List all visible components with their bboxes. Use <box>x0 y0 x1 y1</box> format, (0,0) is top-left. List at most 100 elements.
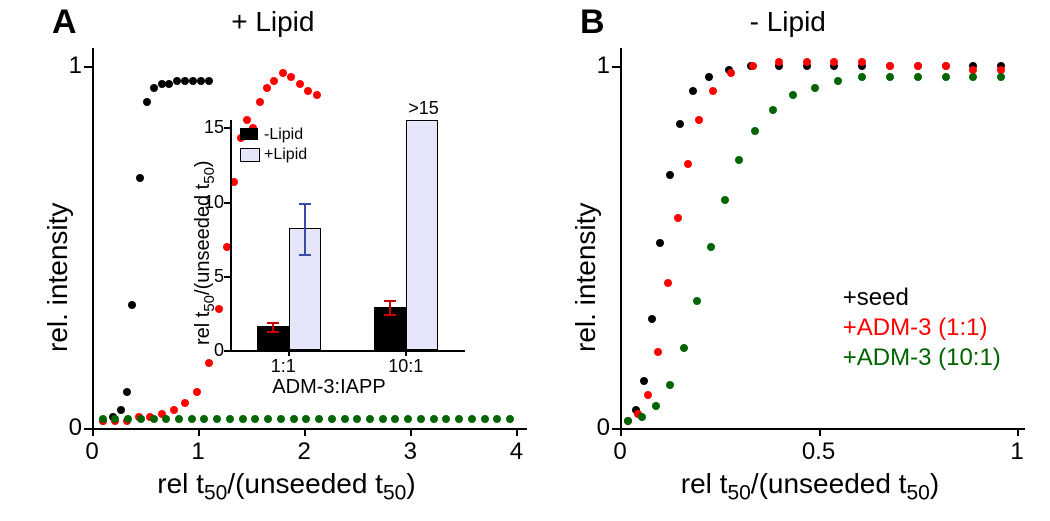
legend-item: +ADM-3 (1:1) <box>843 314 988 342</box>
x-axis <box>92 428 527 430</box>
data-point <box>173 77 181 85</box>
data-point <box>735 156 743 164</box>
data-point <box>243 116 251 124</box>
data-point <box>302 415 310 423</box>
data-point <box>886 73 894 81</box>
legend-item: +seed <box>843 284 909 312</box>
inset-y-axis-label: rel t50/(unseeded t50) <box>192 161 218 346</box>
data-point <box>417 415 425 423</box>
x-tick <box>819 428 821 436</box>
x-tick-label: 3 <box>390 438 430 466</box>
data-point <box>676 120 684 128</box>
data-point <box>188 415 196 423</box>
data-point <box>189 77 197 85</box>
x-tick-label: 1 <box>178 438 218 466</box>
data-point <box>128 301 136 309</box>
data-point <box>689 87 697 95</box>
data-point <box>640 377 648 385</box>
data-point <box>654 348 662 356</box>
data-point <box>695 116 703 124</box>
data-point <box>175 415 183 423</box>
data-point <box>341 415 349 423</box>
data-point <box>674 214 682 222</box>
y-tick <box>84 66 92 68</box>
data-point <box>727 69 735 77</box>
x-axis-label: rel t50/(unseeded t50) <box>681 468 939 506</box>
legend-item: +ADM-3 (10:1) <box>843 344 1001 372</box>
data-point <box>721 196 729 204</box>
data-point <box>296 80 304 88</box>
panel-title: - Lipid <box>750 6 826 38</box>
data-point <box>313 91 321 99</box>
inset-y-tick <box>224 276 230 278</box>
data-point <box>226 415 234 423</box>
inset-x-axis-label: ADM-3:IAPP <box>272 376 385 399</box>
data-point <box>624 417 632 425</box>
data-point <box>379 415 387 423</box>
data-point <box>680 344 688 352</box>
data-point <box>969 73 977 81</box>
data-point <box>136 174 144 182</box>
data-point <box>707 243 715 251</box>
inset-errorbar <box>304 203 306 253</box>
inset-y-tick <box>224 127 230 129</box>
y-tick-label: 1 <box>52 52 82 80</box>
data-point <box>150 84 158 92</box>
y-tick-label: 0 <box>580 414 610 442</box>
data-point <box>769 106 777 114</box>
data-point <box>277 415 285 423</box>
x-tick-label: 1 <box>997 438 1037 466</box>
data-point <box>264 415 272 423</box>
data-point <box>693 297 701 305</box>
data-point <box>455 415 463 423</box>
inset-errorbar-cap <box>267 322 279 324</box>
x-tick-label: 0.5 <box>799 438 839 466</box>
data-point <box>251 415 259 423</box>
data-point <box>997 73 1005 81</box>
x-tick <box>198 428 200 436</box>
data-point <box>789 91 797 99</box>
data-point <box>366 415 374 423</box>
inset-y-tick <box>224 202 230 204</box>
data-point <box>270 77 278 85</box>
data-point <box>137 415 145 423</box>
inset-group-label: 1:1 <box>271 356 296 377</box>
data-point <box>162 415 170 423</box>
x-tick-label: 0 <box>600 438 640 466</box>
figure-root: A+ Lipid0123401rel. intensityrel t50/(un… <box>0 0 1050 521</box>
data-point <box>914 62 922 70</box>
inset-x-axis <box>230 350 465 352</box>
data-point <box>656 239 664 247</box>
data-point <box>181 399 189 407</box>
data-point <box>751 127 759 135</box>
data-point <box>404 415 412 423</box>
inset-bar-pos <box>406 120 438 350</box>
y-axis-label: rel. intensity <box>42 203 74 352</box>
data-point <box>328 415 336 423</box>
y-axis-label: rel. intensity <box>570 203 602 352</box>
data-point <box>170 406 178 414</box>
data-point <box>442 415 450 423</box>
data-point <box>287 73 295 81</box>
data-point <box>430 415 438 423</box>
data-point <box>644 391 652 399</box>
data-point <box>205 77 213 85</box>
x-tick <box>516 428 518 436</box>
inset-legend-label: +Lipid <box>264 146 307 164</box>
x-tick <box>304 428 306 436</box>
data-point <box>493 415 501 423</box>
x-tick <box>1017 428 1019 436</box>
data-point <box>239 415 247 423</box>
panel-label: B <box>580 3 605 42</box>
y-tick <box>84 428 92 430</box>
panel-title: + Lipid <box>231 6 314 38</box>
inset-errorbar-cap <box>299 254 311 256</box>
x-tick-label: 4 <box>496 438 536 466</box>
inset-group-label: 10:1 <box>388 356 423 377</box>
data-point <box>263 84 271 92</box>
inset-legend-label: -Lipid <box>264 126 303 144</box>
data-point <box>749 62 757 70</box>
inset-y-tick-label: 15 <box>198 117 224 138</box>
data-point <box>664 279 672 287</box>
inset-errorbar <box>389 300 391 315</box>
